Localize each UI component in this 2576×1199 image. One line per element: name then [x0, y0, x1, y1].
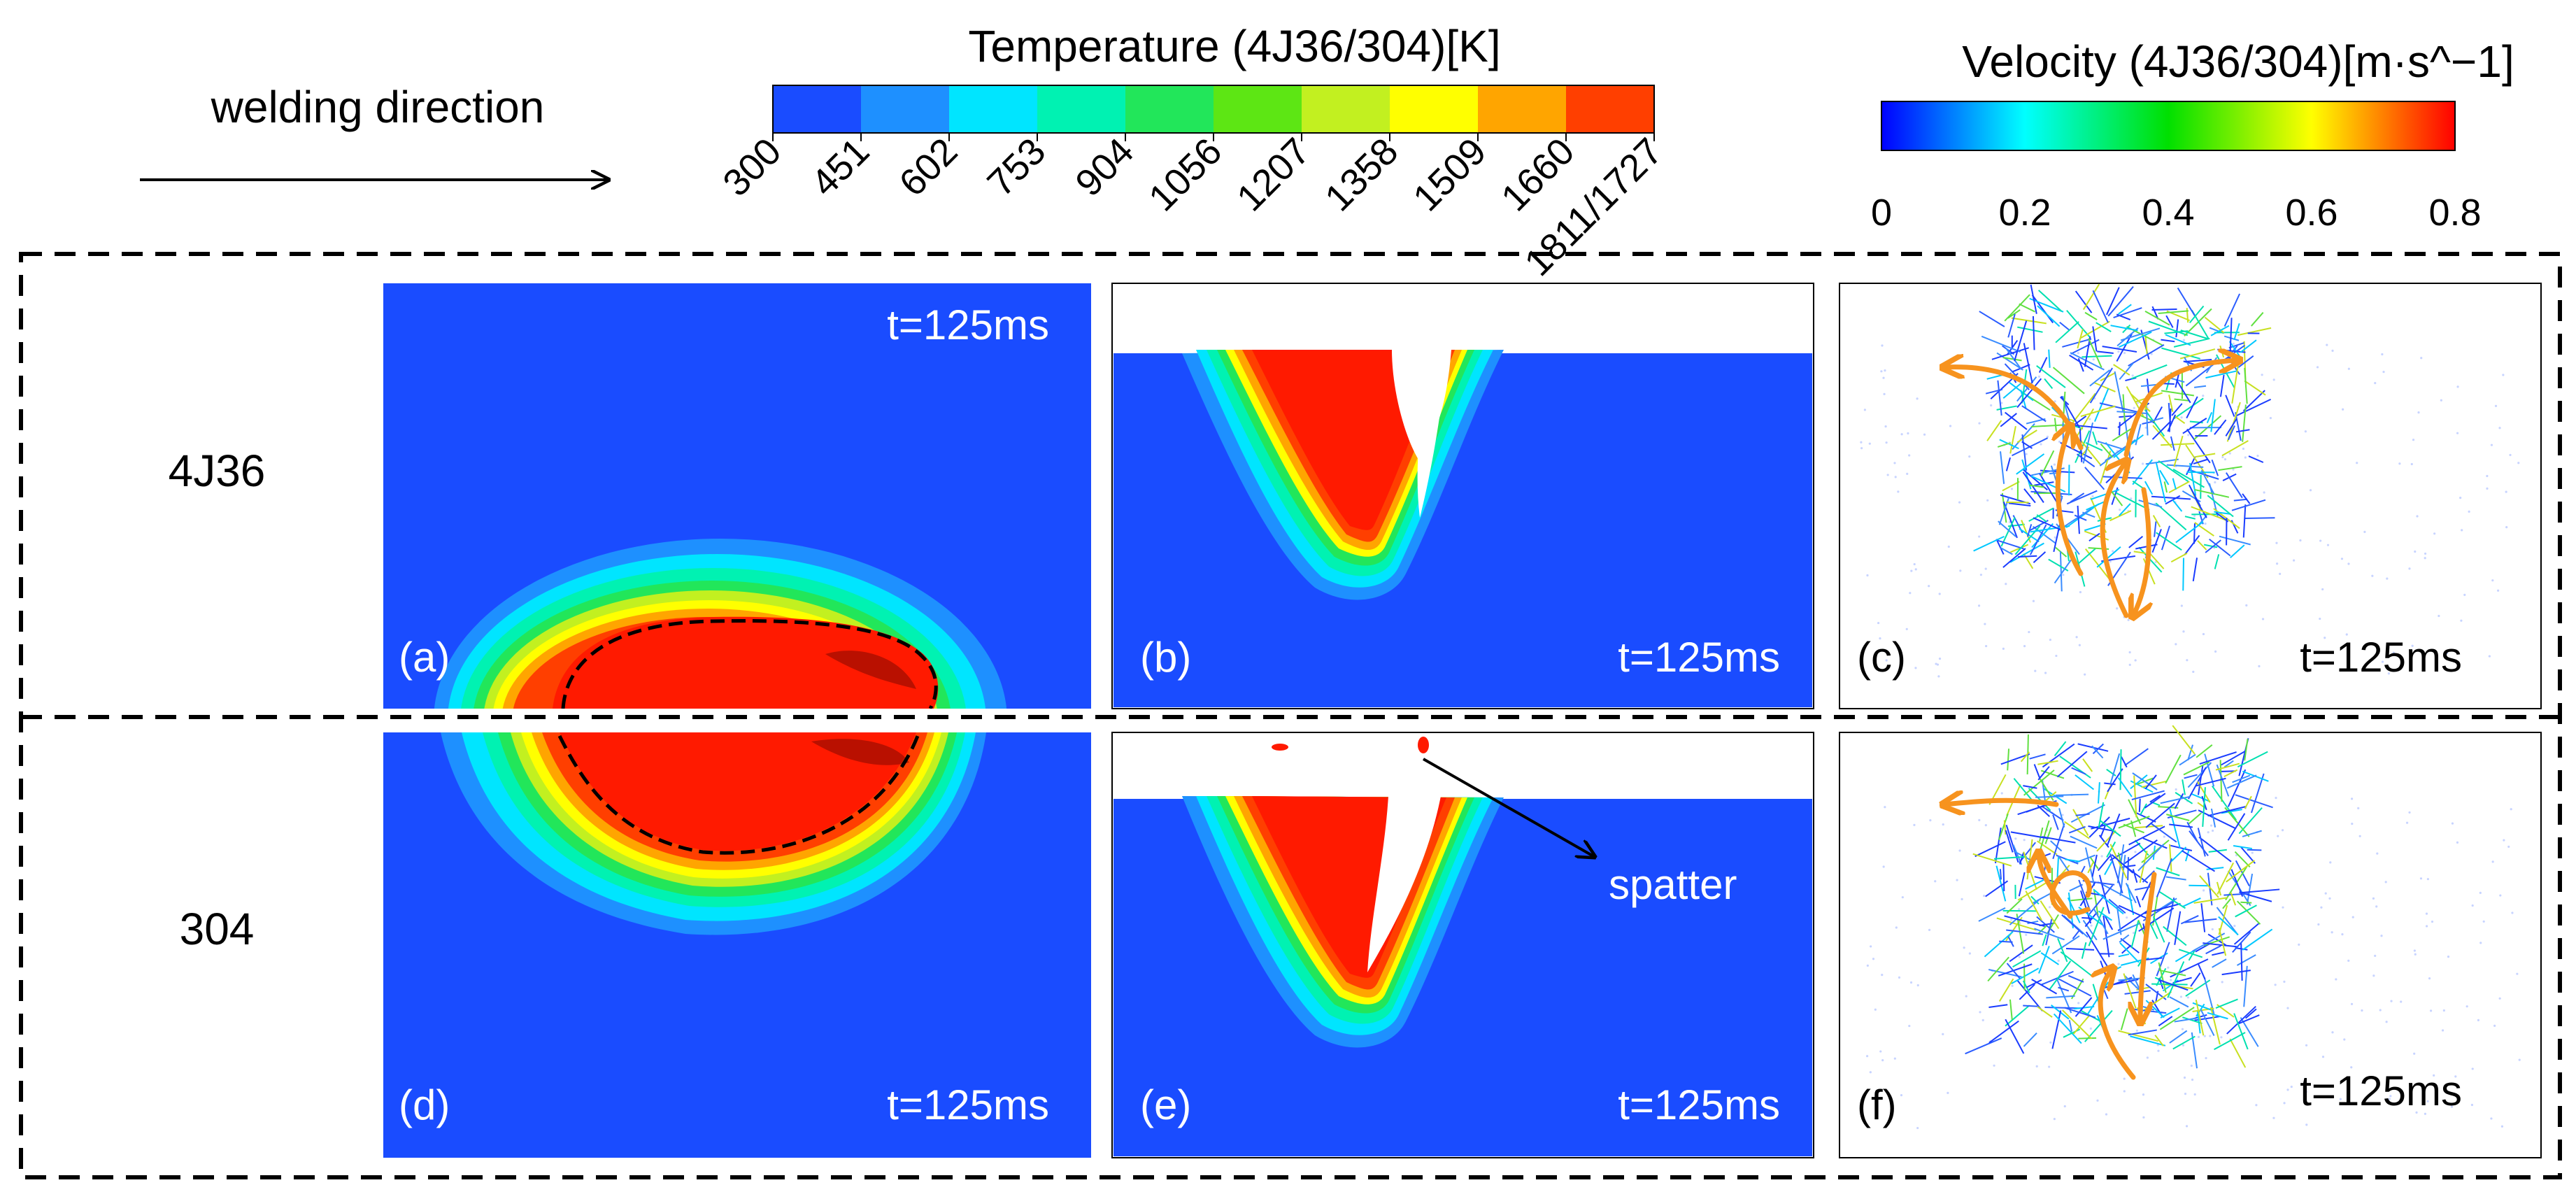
temperature-legend-title: Temperature (4J36/304)[K]	[968, 21, 1500, 71]
temperature-color-segment	[1037, 85, 1126, 133]
temperature-color-segment	[1566, 85, 1655, 133]
melt-pool-top-view-a	[434, 539, 1007, 709]
temperature-color-segment	[1214, 85, 1302, 133]
temperature-color-segment	[1478, 85, 1567, 133]
panel-d-time: t=125ms	[887, 1081, 1049, 1128]
spatter-arrow	[1423, 758, 1595, 857]
panel-b-tag: (b)	[1140, 634, 1191, 681]
panel-e-time: t=125ms	[1618, 1081, 1780, 1128]
temperature-legend: Temperature (4J36/304)[K] 300 451 602 753 90…	[715, 21, 1670, 284]
temperature-color-segment	[861, 85, 950, 133]
velocity-tick-labels: 0 0.2 0.4 0.6 0.8	[1871, 192, 2482, 234]
row-label-4j36: 4J36	[169, 446, 266, 496]
melt-pool-top-view-d	[441, 732, 986, 935]
panel-c: (c) t=125ms	[1839, 283, 2542, 709]
panel-b: (b) t=125ms	[1111, 283, 1814, 709]
velocity-tick-label: 0	[1871, 192, 1892, 234]
keyhole-section-e	[1182, 796, 1504, 1048]
spatter-label: spatter	[1609, 861, 1737, 908]
panel-e: spatter (e) t=125ms	[1111, 732, 1814, 1158]
panel-d-tag: (d)	[399, 1081, 450, 1128]
spatter-droplet	[1272, 744, 1288, 751]
row-label-304: 304	[180, 904, 255, 954]
temperature-color-segment	[949, 85, 1038, 133]
velocity-vectors-c	[1860, 283, 2520, 678]
temperature-colorbar	[772, 85, 1655, 134]
temperature-tick-label: 1358	[1317, 130, 1406, 219]
panel-f-time: t=125ms	[2300, 1067, 2462, 1114]
panel-d: (d) t=125ms	[383, 732, 1091, 1158]
velocity-legend: Velocity (4J36/304)[m·s^−1] 0 0.2 0.4 0.6 0.…	[1871, 36, 2514, 234]
welding-direction: welding direction	[140, 82, 609, 180]
velocity-colorbar	[1881, 101, 2456, 151]
panel-c-tag: (c)	[1857, 634, 1906, 681]
panel-f-tag: (f)	[1857, 1081, 1897, 1128]
temperature-tick-labels: 300 451 602 753 904105612071358150916601811/…	[715, 130, 1670, 284]
temperature-color-segment	[1390, 85, 1479, 133]
spatter-droplet	[1418, 737, 1429, 753]
melt-boundary-d	[557, 735, 920, 855]
temperature-tick-label: 753	[979, 130, 1053, 204]
temperature-tick-label: 451	[803, 130, 877, 204]
temperature-tick-label: 1207	[1229, 130, 1318, 219]
velocity-legend-title: Velocity (4J36/304)[m·s^−1]	[1962, 36, 2514, 87]
keyhole-section-b	[1182, 350, 1504, 600]
panel-a-time: t=125ms	[887, 301, 1049, 348]
temperature-tick-label: 1509	[1405, 130, 1494, 219]
velocity-tick-label: 0.4	[2142, 192, 2194, 234]
temperature-color-segment	[1302, 85, 1390, 133]
temperature-tick-label: 602	[891, 130, 965, 204]
temperature-tick-label: 300	[715, 130, 789, 204]
panel-a-tag: (a)	[399, 634, 450, 681]
temperature-color-segment	[773, 85, 862, 133]
velocity-tick-label: 0.6	[2285, 192, 2337, 234]
panel-c-time: t=125ms	[2300, 634, 2462, 681]
velocity-tick-label: 0.8	[2428, 192, 2481, 234]
panel-e-tag: (e)	[1140, 1081, 1191, 1128]
velocity-tick-label: 0.2	[1998, 192, 2051, 234]
temperature-tick-label: 904	[1067, 130, 1141, 204]
melt-boundary-a	[561, 619, 938, 709]
panel-f: (f) t=125ms	[1839, 725, 2542, 1158]
flow-arrows-c	[1944, 360, 2238, 616]
temperature-color-segment	[1125, 85, 1214, 133]
panel-a: (a) t=125ms	[383, 283, 1091, 709]
flow-arrows-f	[1944, 800, 2157, 1080]
panel-b-time: t=125ms	[1618, 634, 1780, 681]
welding-direction-label: welding direction	[211, 82, 545, 132]
temperature-tick-label: 1056	[1141, 130, 1230, 219]
